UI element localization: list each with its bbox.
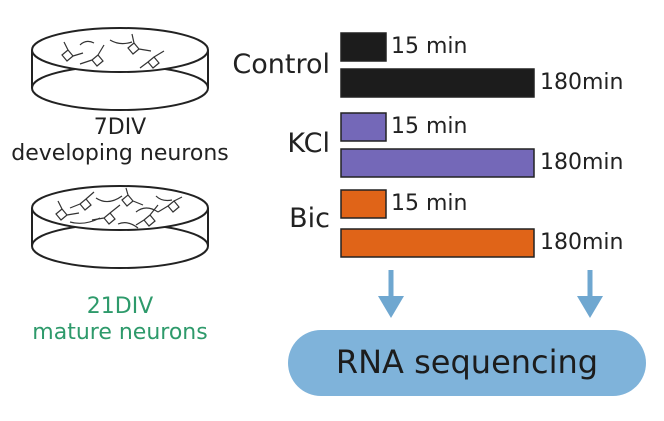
petri-dish-21div [31,185,209,269]
dense-neurons [55,187,183,229]
dish-2-description: mature neurons [32,320,208,345]
sparse-neurons [61,33,165,69]
kcl-15min-label: 15 min [391,114,468,139]
flow-arrows [378,270,603,318]
control-15min-bar [340,32,387,62]
bic-15min-bar [340,189,387,219]
dish-2-div-label: 21DIV [86,294,154,319]
condition-kcl-label: KCl [287,128,330,159]
condition-control-label: Control [232,49,330,80]
rna-sequencing-box [288,330,646,396]
bic-180min-label: 180min [540,230,624,255]
left-down-arrow [378,270,404,318]
bic-180min-bar [340,228,535,258]
control-180min-bar [340,68,535,98]
condition-bars [340,32,535,258]
rna-sequencing-label: RNA sequencing [335,343,599,381]
condition-bic-label: Bic [289,203,330,234]
kcl-15min-bar [340,112,387,142]
control-15min-label: 15 min [391,34,468,59]
kcl-180min-bar [340,148,535,178]
control-180min-label: 180min [540,70,624,95]
kcl-180min-label: 180min [540,150,624,175]
petri-dish-7div [31,27,209,111]
right-down-arrow [577,270,603,318]
bic-15min-label: 15 min [391,191,468,216]
dish-1-div-label: 7DIV [93,115,147,140]
dish-1-description: developing neurons [11,141,229,166]
